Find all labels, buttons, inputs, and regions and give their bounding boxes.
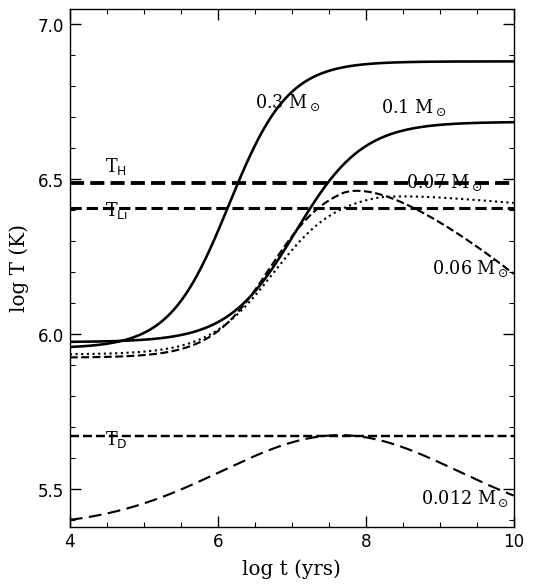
X-axis label: log t (yrs): log t (yrs) [242, 559, 341, 579]
Text: T$_{\rm Li}$: T$_{\rm Li}$ [105, 200, 128, 220]
Text: T$_{\rm H}$: T$_{\rm H}$ [105, 156, 127, 176]
Text: T$_{\rm D}$: T$_{\rm D}$ [105, 429, 128, 450]
Text: 0.1 M$_\odot$: 0.1 M$_\odot$ [380, 98, 446, 118]
Text: 0.07 M$_\odot$: 0.07 M$_\odot$ [406, 172, 482, 192]
Y-axis label: log T (K): log T (K) [9, 224, 29, 312]
Text: 0.06 M$_\odot$: 0.06 M$_\odot$ [432, 259, 508, 279]
Text: 0.012 M$_\odot$: 0.012 M$_\odot$ [421, 488, 508, 509]
Text: 0.3 M$_\odot$: 0.3 M$_\odot$ [255, 93, 320, 113]
